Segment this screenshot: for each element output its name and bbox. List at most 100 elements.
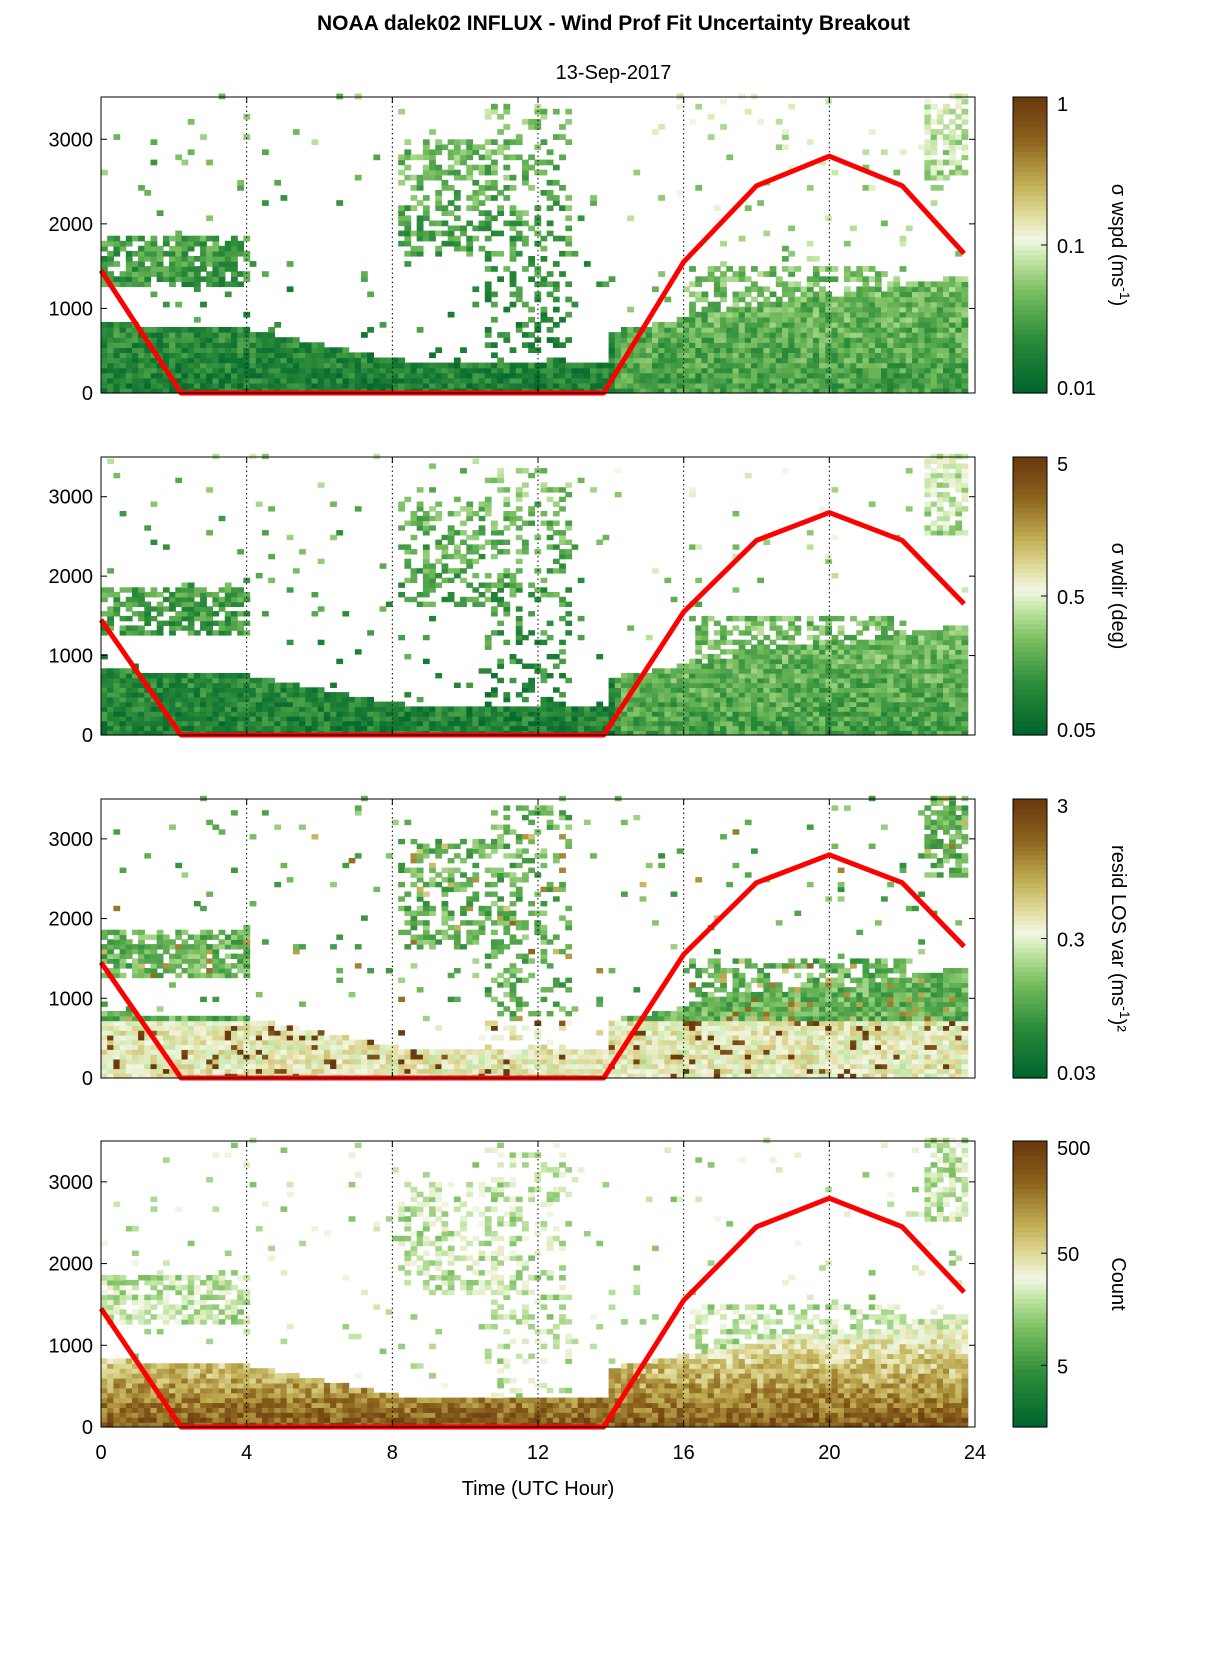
colorbar-cell — [1013, 924, 1047, 930]
colorbar-cell — [1013, 989, 1047, 995]
colorbar-cell — [1013, 1026, 1047, 1033]
colorbar-cell — [1013, 1255, 1047, 1261]
colorbar-cell — [1013, 1260, 1047, 1266]
colorbar-cell — [1013, 1346, 1047, 1352]
colorbar-cell — [1013, 582, 1047, 588]
colorbar-cell — [1013, 882, 1047, 888]
colorbar-cell — [1013, 596, 1047, 602]
colorbar-cell — [1013, 205, 1047, 211]
colorbar-cell — [1013, 637, 1047, 643]
colorbar-cell — [1013, 1279, 1047, 1285]
colorbar-cell — [1013, 799, 1047, 805]
colorbar-cell — [1013, 131, 1047, 137]
colorbar-cell — [1013, 1068, 1047, 1074]
colorbar-cell — [1013, 249, 1047, 256]
colorbar-tick-label: 0.03 — [1057, 1063, 1096, 1085]
y-tick-label: 0 — [82, 1068, 93, 1090]
colorbar-cell — [1013, 1040, 1047, 1047]
colorbar-cell — [1013, 136, 1047, 142]
heatmap-cells — [101, 453, 969, 736]
colorbar-cell — [1013, 512, 1047, 518]
y-tick-label: 2000 — [49, 909, 94, 931]
colorbar-cell — [1013, 111, 1047, 118]
colorbar-cell — [1013, 730, 1047, 736]
colorbar-cell — [1013, 333, 1047, 340]
colorbar-cell — [1013, 568, 1047, 574]
y-tick-label: 0 — [82, 383, 93, 405]
colorbar-cell — [1013, 711, 1047, 717]
colorbar-cell — [1013, 200, 1047, 207]
colorbar-cell — [1013, 1022, 1047, 1028]
colorbar-cell — [1013, 166, 1047, 172]
colorbar-cell — [1013, 619, 1047, 625]
colorbar-cell — [1013, 957, 1047, 963]
colorbar-cell — [1013, 545, 1047, 551]
y-tick-label: 3000 — [49, 487, 94, 509]
colorbar-cell — [1013, 999, 1047, 1005]
colorbar-cell — [1013, 1045, 1047, 1051]
colorbar-cell — [1013, 1312, 1047, 1318]
colorbar-tick-label: 50 — [1057, 1244, 1079, 1266]
y-tick-label: 3000 — [49, 829, 94, 851]
colorbar-cell — [1013, 1326, 1047, 1333]
colorbar-cell — [1013, 901, 1047, 907]
colorbar-cell — [1013, 1236, 1047, 1242]
x-tick-label: 12 — [527, 1442, 549, 1464]
colorbar-cell — [1013, 1198, 1047, 1204]
colorbar-cell — [1013, 348, 1047, 355]
colorbar-cell — [1013, 919, 1047, 926]
colorbar-tick-label: 1 — [1057, 94, 1068, 116]
colorbar-cell — [1013, 230, 1047, 236]
figure-subtitle: 13-Sep-2017 — [555, 62, 672, 84]
colorbar-cell — [1013, 1350, 1047, 1357]
colorbar-cell — [1013, 1412, 1047, 1419]
colorbar-cell — [1013, 1307, 1047, 1314]
colorbar-cell — [1013, 1303, 1047, 1309]
colorbar-cell — [1013, 660, 1047, 667]
colorbar-cell — [1013, 225, 1047, 231]
colorbar-cell — [1013, 1008, 1047, 1014]
colorbar-cell — [1013, 185, 1047, 192]
colorbar-cell — [1013, 1212, 1047, 1218]
colorbar-cell — [1013, 906, 1047, 912]
colorbar-cell — [1013, 220, 1047, 226]
colorbar-cell — [1013, 966, 1047, 972]
colorbar-cell — [1013, 633, 1047, 639]
colorbar-cell — [1013, 1388, 1047, 1395]
colorbar-cell — [1013, 363, 1047, 369]
colorbar-cell — [1013, 328, 1047, 335]
colorbar: 500 50 5 Count — [1012, 1138, 1129, 1428]
colorbar-cell — [1013, 1179, 1047, 1185]
colorbar-cell — [1013, 314, 1047, 320]
colorbar-cell — [1013, 822, 1047, 828]
colorbar-cell — [1013, 1150, 1047, 1156]
colorbar-cell — [1013, 323, 1047, 330]
colorbar-cell — [1013, 558, 1047, 565]
colorbar-cell — [1013, 1293, 1047, 1299]
colorbar-label-superscript: -1 — [1117, 1006, 1133, 1019]
colorbar-cell — [1013, 1250, 1047, 1256]
colorbar: 3 0.3 0.03 resid LOS var (ms-1)² — [1012, 796, 1133, 1085]
colorbar-cell — [1013, 373, 1047, 379]
colorbar-cell — [1013, 1422, 1047, 1428]
x-tick-label: 16 — [673, 1442, 695, 1464]
colorbar-cell — [1013, 97, 1047, 103]
colorbar-cell — [1013, 531, 1047, 537]
colorbar-cell — [1013, 836, 1047, 842]
colorbar-cell — [1013, 647, 1047, 653]
colorbar-tick-label: 5 — [1057, 454, 1068, 476]
colorbar-cell — [1013, 1336, 1047, 1342]
colorbar-cell — [1013, 1017, 1047, 1023]
colorbar-cell — [1013, 1222, 1047, 1228]
colorbar-cell — [1013, 1355, 1047, 1361]
colorbar-tick-label: 0.3 — [1057, 930, 1085, 952]
colorbar-cell — [1013, 697, 1047, 704]
colorbar-cell — [1013, 388, 1047, 394]
colorbar-cell — [1013, 1269, 1047, 1276]
colorbar: 1 0.1 0.01 σ wspd (ms-1) — [1012, 94, 1133, 400]
colorbar-cell — [1013, 623, 1047, 629]
figure-title: NOAA dalek02 INFLUX - Wind Prof Fit Unce… — [317, 12, 910, 35]
colorbar-label: Count — [1107, 1257, 1129, 1311]
colorbar-label-superscript: -1 — [1117, 287, 1133, 300]
x-tick-label: 24 — [964, 1442, 986, 1464]
